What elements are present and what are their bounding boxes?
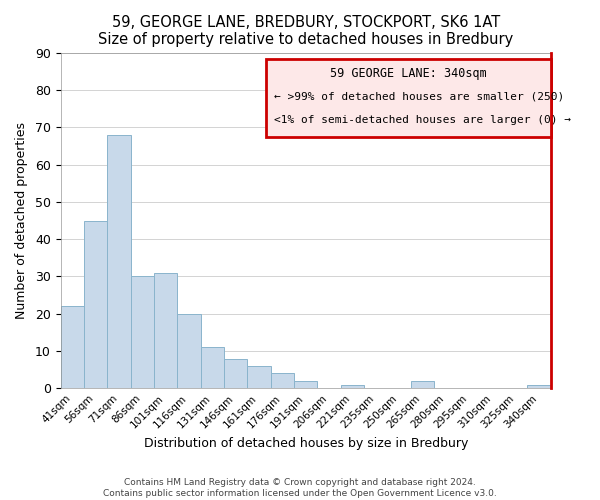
Text: Contains HM Land Registry data © Crown copyright and database right 2024.
Contai: Contains HM Land Registry data © Crown c… xyxy=(103,478,497,498)
Bar xyxy=(154,272,178,388)
Bar xyxy=(131,276,154,388)
Title: 59, GEORGE LANE, BREDBURY, STOCKPORT, SK6 1AT
Size of property relative to detac: 59, GEORGE LANE, BREDBURY, STOCKPORT, SK… xyxy=(98,15,514,48)
Bar xyxy=(84,220,107,388)
Bar xyxy=(341,384,364,388)
Bar xyxy=(107,135,131,388)
Bar xyxy=(61,306,84,388)
Bar xyxy=(200,348,224,389)
Text: ← >99% of detached houses are smaller (250): ← >99% of detached houses are smaller (2… xyxy=(274,92,564,102)
Bar xyxy=(247,366,271,388)
Bar xyxy=(294,381,317,388)
Bar xyxy=(271,374,294,388)
Text: 59 GEORGE LANE: 340sqm: 59 GEORGE LANE: 340sqm xyxy=(330,67,487,80)
Bar xyxy=(178,314,200,388)
Bar xyxy=(527,384,551,388)
Bar xyxy=(411,381,434,388)
X-axis label: Distribution of detached houses by size in Bredbury: Distribution of detached houses by size … xyxy=(143,437,468,450)
Y-axis label: Number of detached properties: Number of detached properties xyxy=(15,122,28,319)
FancyBboxPatch shape xyxy=(266,60,551,136)
Bar xyxy=(224,358,247,388)
Text: <1% of semi-detached houses are larger (0) →: <1% of semi-detached houses are larger (… xyxy=(274,114,571,124)
